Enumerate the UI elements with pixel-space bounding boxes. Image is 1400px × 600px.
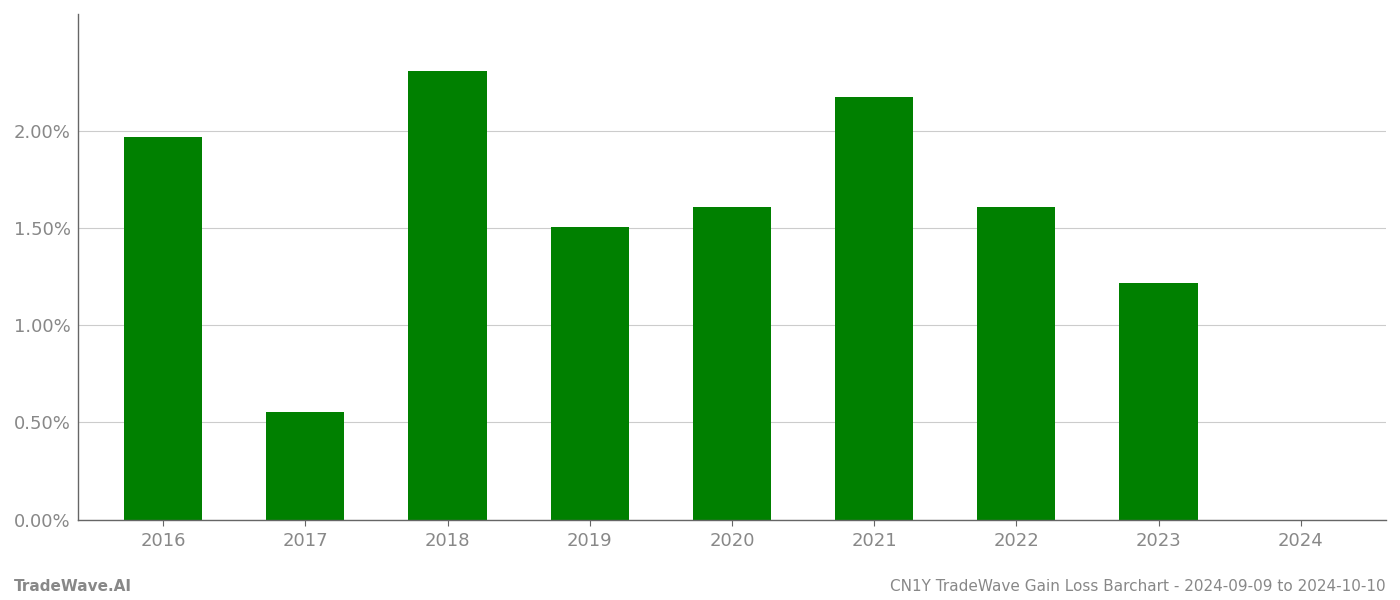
Text: TradeWave.AI: TradeWave.AI [14, 579, 132, 594]
Text: CN1Y TradeWave Gain Loss Barchart - 2024-09-09 to 2024-10-10: CN1Y TradeWave Gain Loss Barchart - 2024… [890, 579, 1386, 594]
Bar [409, 71, 487, 520]
Bar [550, 227, 629, 520]
Bar [834, 97, 913, 520]
Bar [977, 208, 1056, 520]
Bar [693, 208, 771, 520]
Bar [1120, 283, 1197, 520]
Bar [266, 412, 344, 520]
Bar [125, 137, 202, 520]
